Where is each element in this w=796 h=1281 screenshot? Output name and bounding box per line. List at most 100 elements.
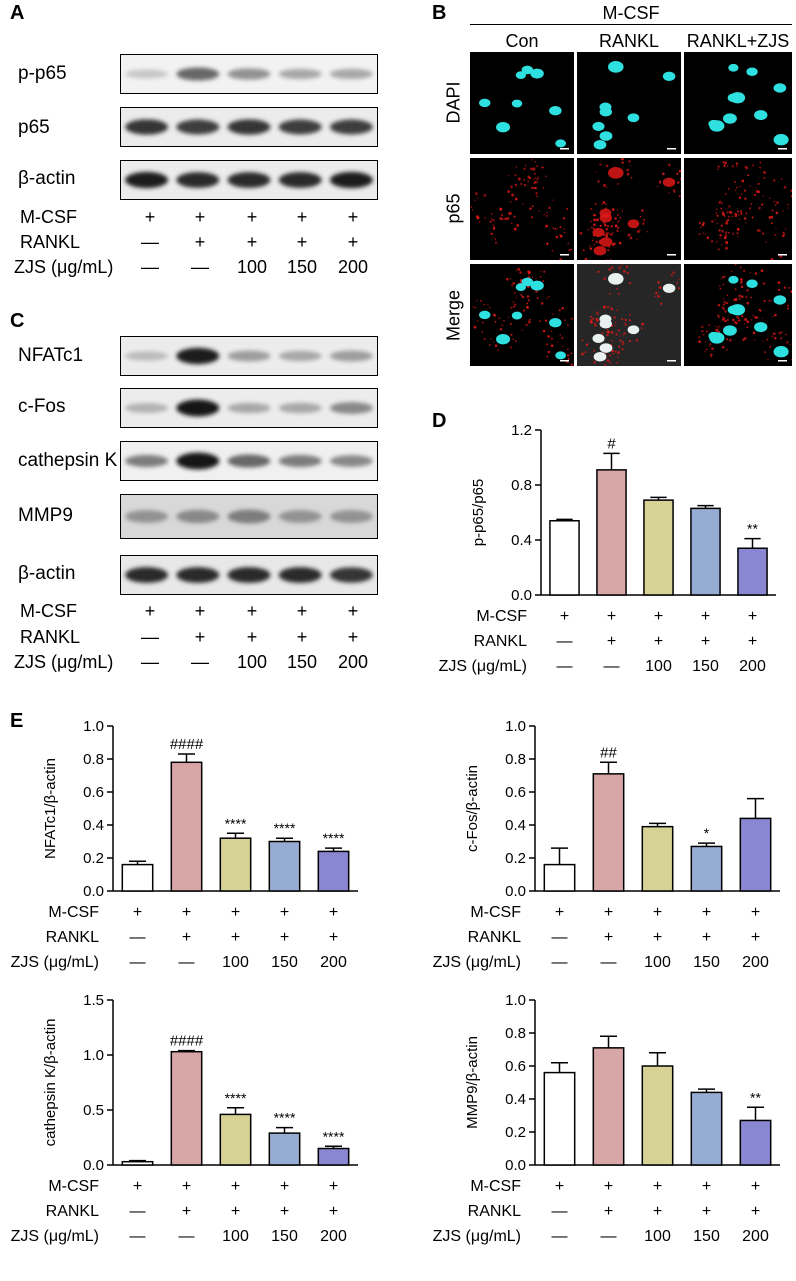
p65-speck: [745, 295, 748, 298]
condition-symbol: —: [552, 1203, 568, 1220]
p65-speck: [610, 266, 614, 269]
p65-speck: [625, 265, 629, 268]
p65-speck: [604, 225, 607, 228]
p65-speck: [529, 207, 532, 211]
p65-speck: [528, 176, 532, 180]
p65-speck: [593, 243, 595, 246]
cond-mcsf: +: [144, 601, 156, 621]
significance-label: #: [607, 435, 616, 452]
blot-p-p65: [120, 54, 378, 94]
p65-speck: [509, 323, 512, 326]
condition-symbol: +: [653, 1178, 662, 1195]
p65-speck: [589, 245, 591, 247]
p65-speck: [562, 345, 564, 348]
p65-speck: [698, 340, 701, 344]
nucleus: [496, 333, 511, 345]
p65-speck: [737, 235, 739, 238]
p65-speck: [723, 236, 727, 240]
p65-speck: [616, 334, 619, 336]
p65-speck: [595, 317, 599, 321]
p65-speck: [720, 244, 723, 246]
condition-symbol: —: [130, 954, 146, 971]
p65-speck: [738, 196, 742, 199]
nucleus: [773, 295, 787, 305]
p65-speck: [749, 272, 752, 274]
p65-speck: [783, 286, 787, 289]
p65-speck: [614, 350, 617, 353]
bar: [690, 507, 721, 596]
p65-speck: [499, 327, 503, 331]
p65-speck: [517, 267, 521, 271]
p65-speck: [512, 338, 515, 341]
p65-speck: [716, 241, 718, 243]
p65-speck: [617, 351, 620, 354]
p65-speck: [765, 241, 767, 243]
p65-speck: [545, 214, 548, 217]
blot-band: [125, 510, 169, 523]
p65-speck: [525, 164, 527, 167]
p65-speck: [535, 192, 538, 195]
micro-image: [684, 158, 792, 260]
p65-speck: [750, 203, 753, 205]
p65-speck: [494, 321, 497, 323]
blot-mmp9: [120, 494, 378, 539]
p65-speck: [722, 316, 724, 318]
p65-speck: [622, 269, 626, 273]
y-tick-label: 0.8: [505, 751, 526, 768]
micro-image: [577, 158, 681, 260]
cond-mcsf: +: [347, 601, 359, 621]
blot-band: [125, 351, 169, 361]
p65-speck: [546, 343, 549, 346]
nucleus: [593, 140, 607, 150]
p65-speck: [568, 249, 571, 252]
p65-speck: [611, 232, 614, 234]
p65-speck: [618, 346, 621, 349]
p65-speck: [705, 330, 708, 333]
condition-label: ZJS (μg/mL): [439, 658, 527, 675]
nucleus: [727, 305, 740, 315]
p65-speck: [483, 194, 487, 197]
p65-speck: [492, 219, 495, 222]
p65-speck: [606, 259, 608, 260]
condition-symbol: 100: [222, 1228, 249, 1245]
p65-speck: [623, 332, 626, 335]
p65-speck: [716, 326, 719, 329]
p65-speck: [616, 209, 619, 211]
condition-symbol: —: [552, 1228, 568, 1245]
p65-speck: [557, 341, 559, 343]
p65-speck: [629, 313, 631, 316]
nucleus: [599, 319, 612, 329]
p65-speck: [602, 184, 606, 187]
p65-speck: [724, 231, 728, 235]
p65-speck: [728, 188, 730, 190]
p65-speck: [509, 346, 512, 349]
blot-band: [125, 454, 169, 468]
nucleus: [662, 71, 676, 81]
y-tick-label: 1.0: [505, 718, 526, 735]
p65-speck: [619, 216, 622, 219]
condition-label: ZJS (μg/mL): [433, 954, 521, 971]
condition-symbol: +: [329, 1203, 338, 1220]
p65-speck: [749, 185, 751, 187]
condition-symbol: +: [654, 633, 663, 650]
blot-band: [329, 119, 373, 135]
nucleus: [709, 120, 725, 132]
condition-symbol: +: [748, 633, 757, 650]
p65-speck: [770, 222, 773, 225]
p65-speck: [746, 320, 750, 324]
condition-label: M-CSF: [470, 904, 521, 921]
condition-symbol: +: [607, 608, 616, 625]
p65-speck: [527, 299, 531, 302]
p65-speck: [607, 232, 610, 235]
bar: [543, 863, 576, 892]
p65-speck: [532, 182, 535, 184]
p65-speck: [627, 233, 631, 237]
p65-speck: [629, 281, 632, 285]
nucleus: [496, 121, 511, 133]
p65-speck: [735, 321, 738, 325]
p65-speck: [639, 215, 642, 218]
p65-speck: [728, 215, 731, 218]
p65-speck: [698, 335, 701, 339]
p65-speck: [773, 179, 776, 182]
nucleus: [515, 283, 527, 292]
